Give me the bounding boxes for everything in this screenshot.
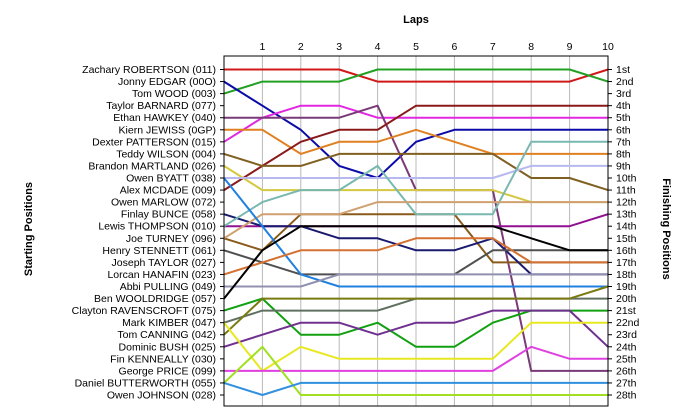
finishing-position-label: 12th bbox=[616, 197, 637, 209]
finishing-position-label: 2nd bbox=[616, 76, 634, 88]
starting-position-label: Zachary ROBERTSON (011) bbox=[82, 64, 216, 76]
finishing-position-label: 1st bbox=[616, 64, 630, 76]
starting-position-label: Mark KIMBER (047) bbox=[122, 317, 216, 329]
starting-position-label: Dominic BUSH (025) bbox=[119, 341, 216, 353]
starting-position-label: Henry STENNETT (061) bbox=[102, 245, 216, 257]
finishing-position-label: 15th bbox=[616, 233, 637, 245]
finishing-position-label: 4th bbox=[616, 100, 631, 112]
starting-position-label: Ben WOOLDRIDGE (057) bbox=[94, 293, 216, 305]
series-line-18 bbox=[223, 237, 608, 276]
finishing-position-label: 25th bbox=[616, 353, 637, 365]
series-line-24 bbox=[223, 309, 609, 348]
x-tick-label: 10 bbox=[602, 41, 614, 53]
starting-position-label: Abbi PULLING (049) bbox=[120, 281, 216, 293]
series-line-23 bbox=[223, 285, 609, 336]
series-line-8 bbox=[223, 152, 609, 192]
starting-position-label: Dexter PATTERSON (015) bbox=[92, 136, 216, 148]
series-line-19 bbox=[224, 273, 608, 288]
x-tick-label: 8 bbox=[528, 41, 534, 53]
finishing-position-label: 8th bbox=[616, 148, 631, 160]
series-line-4 bbox=[223, 104, 608, 143]
series-line-7 bbox=[223, 104, 608, 191]
finishing-position-label: 17th bbox=[616, 257, 637, 269]
starting-position-label: Daniel BUTTERWORTH (055) bbox=[75, 377, 216, 389]
x-tick-label: 4 bbox=[375, 41, 381, 53]
finishing-position-label: 26th bbox=[616, 365, 637, 377]
starting-position-label: Lorcan HANAFIN (023) bbox=[107, 269, 216, 281]
starting-position-label: Finlay BUNCE (058) bbox=[121, 209, 216, 221]
series-line-27 bbox=[223, 345, 608, 396]
finishing-position-label: 21st bbox=[616, 305, 636, 317]
finishing-position-label: 20th bbox=[616, 293, 637, 305]
finishing-position-label: 3rd bbox=[616, 88, 631, 100]
starting-position-label: Kiern JEWISS (0GP) bbox=[119, 124, 216, 136]
starting-position-label: Jonny EDGAR (00O) bbox=[118, 76, 216, 88]
finishing-position-label: 23rd bbox=[616, 329, 637, 341]
finishing-position-label: 13th bbox=[616, 209, 637, 221]
series-lines bbox=[223, 68, 609, 396]
finishing-position-label: 5th bbox=[616, 112, 631, 124]
starting-position-label: Joseph TAYLOR (027) bbox=[112, 257, 216, 269]
starting-position-label: Owen JOHNSON (028) bbox=[107, 390, 216, 402]
y-axis-right-label: Finishing Positions bbox=[660, 178, 672, 279]
series-line-17 bbox=[223, 177, 608, 288]
finishing-position-label: 27th bbox=[616, 377, 637, 389]
starting-position-label: Joe TURNEY (096) bbox=[126, 233, 216, 245]
x-tick-label: 9 bbox=[567, 41, 573, 53]
series-line-15 bbox=[223, 201, 608, 240]
series-line-25 bbox=[223, 321, 608, 372]
finishing-position-label: 9th bbox=[616, 160, 631, 172]
starting-position-label: Owen BYATT (038) bbox=[126, 173, 216, 185]
finishing-position-label: 14th bbox=[616, 221, 637, 233]
series-line-1 bbox=[224, 68, 609, 83]
x-tick-label: 2 bbox=[298, 41, 304, 53]
x-tick-label: 1 bbox=[259, 41, 265, 53]
starting-position-label: Owen MARLOW (072) bbox=[111, 197, 216, 209]
series-line-26 bbox=[224, 345, 608, 372]
y-axis-left-label: Starting Positions bbox=[23, 182, 35, 276]
finishing-position-label: 6th bbox=[616, 124, 631, 136]
chart-title: Laps bbox=[403, 14, 429, 26]
series-line-2 bbox=[223, 68, 609, 95]
finishing-position-label: 10th bbox=[616, 173, 637, 185]
finishing-position-label: 24th bbox=[616, 341, 637, 353]
starting-position-label: Clayton RAVENSCROFT (075) bbox=[72, 305, 216, 317]
series-line-10 bbox=[224, 164, 608, 179]
starting-position-label: Teddy WILSON (004) bbox=[116, 148, 216, 160]
finishing-position-label: 7th bbox=[616, 136, 631, 148]
finishing-position-label: 28th bbox=[616, 390, 637, 402]
x-tick-label: 3 bbox=[336, 41, 342, 53]
tick-labels: 1 2 3 4 5 6 7 8 9 10 Zachary ROBERTSON (011)Jonny … bbox=[72, 41, 640, 402]
starting-position-label: Taylor BARNARD (077) bbox=[106, 100, 216, 112]
x-tick-label: 6 bbox=[451, 41, 457, 53]
starting-position-label: Brandon MARTLAND (026) bbox=[88, 160, 216, 172]
x-tick-label: 5 bbox=[413, 41, 419, 53]
finishing-position-label: 18th bbox=[616, 269, 637, 281]
starting-position-label: Alex MCDADE (009) bbox=[120, 185, 216, 197]
starting-position-label: Tom CANNING (042) bbox=[117, 329, 216, 341]
finishing-position-label: 11th bbox=[616, 185, 636, 197]
finishing-position-label: 22nd bbox=[616, 317, 640, 329]
series-line-20 bbox=[223, 225, 608, 300]
series-line-28 bbox=[223, 381, 608, 396]
plot-border bbox=[223, 55, 609, 407]
starting-position-label: Lewis THOMPSON (010) bbox=[98, 221, 216, 233]
finishing-position-label: 19th bbox=[616, 281, 637, 293]
starting-position-label: George PRICE (099) bbox=[119, 365, 216, 377]
finishing-position-label: 16th bbox=[616, 245, 637, 257]
starting-position-label: Tom WOOD (003) bbox=[132, 88, 216, 100]
series-line-6 bbox=[224, 128, 608, 155]
series-line-14 bbox=[223, 140, 608, 228]
starting-position-label: Ethan HAWKEY (040) bbox=[113, 112, 216, 124]
series-line-3 bbox=[223, 80, 608, 179]
starting-position-label: Fin KENNEALLY (030) bbox=[110, 353, 216, 365]
x-tick-label: 7 bbox=[490, 41, 496, 53]
